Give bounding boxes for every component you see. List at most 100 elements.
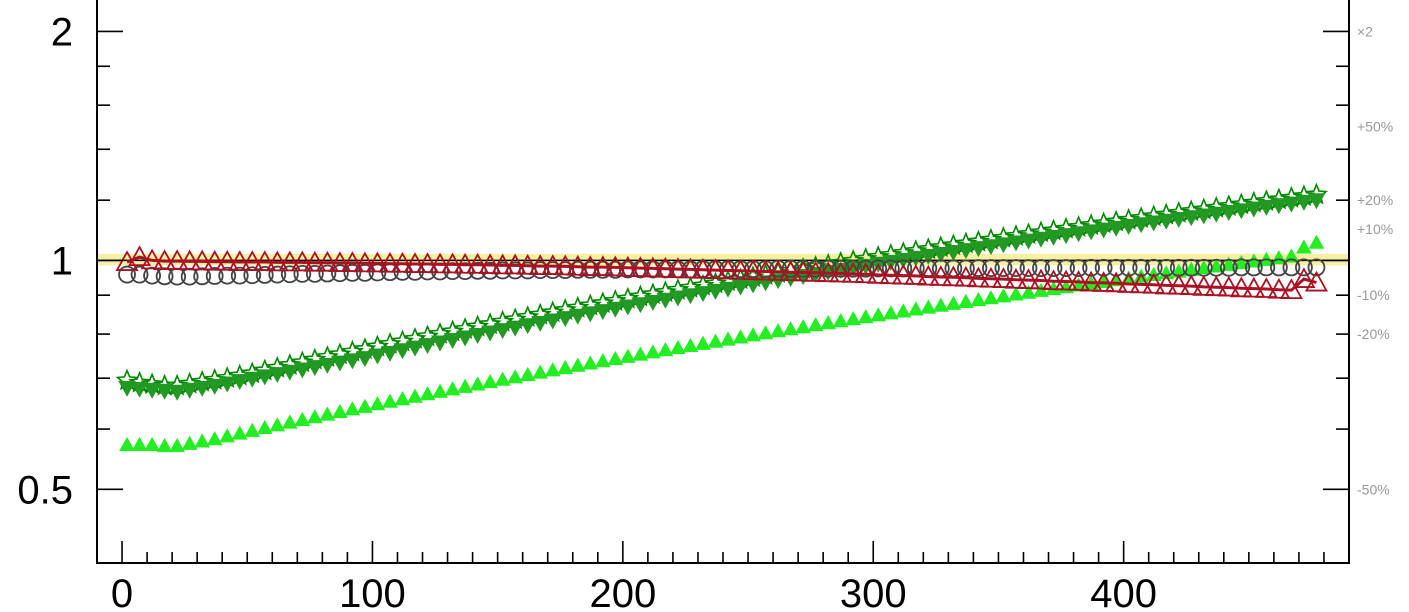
data-point-triangle-up-filled	[670, 339, 686, 355]
data-point-triangle-up-filled	[732, 329, 749, 344]
data-point-circle-open	[293, 264, 312, 283]
data-point-circle-open	[305, 264, 324, 283]
data-point-triangle-down	[180, 382, 199, 399]
data-point-triangle-down	[681, 288, 700, 305]
data-point-triangle-up-open	[1129, 272, 1153, 294]
data-point-triangle-up-open	[1154, 273, 1178, 295]
data-point-triangle-down	[305, 360, 324, 377]
data-point-triangle-down	[1057, 228, 1075, 245]
data-point-triangle-down	[1282, 196, 1301, 213]
data-point-circle-open	[819, 259, 838, 278]
data-point-circle-open	[318, 264, 337, 283]
data-point-circle-open	[193, 267, 212, 286]
data-point-triangle-up-open	[178, 249, 202, 271]
data-point-triangle-up-open	[353, 251, 377, 273]
data-point-triangle-down	[268, 367, 287, 383]
data-point-triangle-up-open	[153, 249, 177, 270]
data-point-circle-open	[1257, 258, 1276, 277]
data-point-triangle-down	[731, 279, 750, 296]
data-point-triangle-down	[406, 340, 424, 357]
data-point-triangle-up-open	[1054, 269, 1078, 291]
data-point-triangle-up-open	[941, 265, 965, 287]
data-point-triangle-up-open	[140, 248, 164, 270]
data-point-triangle-down	[1069, 226, 1088, 243]
data-point-triangle-up-filled	[983, 290, 999, 305]
data-point-circle-open	[1244, 258, 1263, 277]
data-point-circle-open	[982, 259, 1000, 277]
data-point-triangle-up-open	[265, 250, 289, 272]
data-point-triangle-up-open	[854, 262, 878, 284]
data-point-triangle-up-open	[741, 259, 765, 281]
data-point-circle-open	[1282, 258, 1301, 277]
data-point-triangle-up-open	[240, 250, 264, 271]
data-point-triangle-up-open	[979, 266, 1003, 288]
data-point-triangle-up-open	[766, 259, 790, 281]
data-point-triangle-up-open	[916, 264, 940, 286]
data-point-triangle-up-filled	[419, 386, 436, 401]
data-point-circle-open	[130, 265, 149, 284]
data-point-triangle-up-open	[340, 251, 364, 272]
data-point-triangle-down	[1219, 205, 1238, 221]
data-point-triangle-up-filled	[632, 346, 649, 361]
right-axis-label: +20%	[1357, 192, 1393, 208]
data-point-triangle-up-open	[1229, 276, 1253, 298]
data-point-circle-open	[1269, 258, 1288, 277]
data-point-triangle-up-open	[816, 261, 840, 283]
data-point-triangle-up-open	[453, 252, 477, 274]
data-point-triangle-up-filled	[206, 431, 223, 446]
data-point-triangle-up-filled	[169, 438, 185, 453]
data-point-triangle-down	[481, 325, 499, 342]
data-point-triangle-down	[118, 380, 136, 397]
data-point-triangle-up-filled	[407, 388, 423, 403]
data-point-triangle-up-open	[691, 257, 715, 279]
data-point-triangle-up-open	[541, 254, 565, 275]
data-point-triangle-up-open	[1092, 271, 1116, 292]
data-point-triangle-down	[1207, 206, 1226, 223]
data-point-circle-open	[856, 259, 875, 278]
data-point-triangle-up-filled	[532, 364, 549, 379]
right-axis-label: -10%	[1357, 287, 1390, 303]
data-point-triangle-down	[1119, 219, 1138, 235]
data-point-circle-open	[1232, 258, 1251, 277]
data-point-triangle-up-open	[791, 260, 815, 282]
data-point-triangle-down	[143, 382, 161, 399]
data-point-circle-open	[1019, 259, 1038, 277]
data-point-triangle-down	[168, 384, 186, 401]
data-point-triangle-down	[1082, 224, 1100, 241]
data-point-circle-open	[255, 266, 274, 284]
data-point-triangle-down	[431, 335, 449, 352]
data-point-triangle-down	[1182, 210, 1201, 227]
data-point-triangle-up-open	[879, 263, 903, 285]
data-point-triangle-up-filled	[845, 311, 862, 326]
data-point-triangle-up-filled	[444, 381, 461, 396]
series-triangle-up-filled	[119, 234, 1325, 453]
data-point-triangle-up-filled	[469, 376, 486, 391]
data-point-circle-open	[1007, 259, 1025, 277]
data-point-triangle-up-open	[466, 252, 490, 274]
data-point-triangle-down	[606, 301, 625, 318]
data-point-triangle-up-filled	[332, 403, 348, 419]
data-point-triangle-down	[318, 357, 337, 374]
data-point-triangle-up-open	[591, 255, 615, 276]
data-point-circle-open	[205, 267, 224, 285]
data-point-circle-open	[218, 266, 237, 285]
data-point-circle-open	[1069, 259, 1088, 277]
data-point-triangle-up-filled	[494, 371, 511, 386]
data-point-triangle-up-filled	[832, 313, 849, 328]
data-point-circle-open	[456, 262, 474, 281]
data-point-triangle-down	[356, 351, 374, 368]
data-point-triangle-up-open	[528, 254, 552, 275]
series-triangle-down	[118, 193, 1326, 401]
data-point-triangle-up-filled	[319, 406, 336, 421]
data-point-triangle-up-filled	[1220, 256, 1237, 271]
uncertainty-band	[97, 253, 1349, 266]
data-point-triangle-up-filled	[194, 433, 211, 448]
x-tick-label: 200	[589, 572, 656, 612]
data-point-circle-open	[994, 259, 1013, 277]
data-point-circle-open	[606, 260, 625, 279]
data-point-circle-open	[869, 259, 888, 278]
data-point-triangle-down	[493, 323, 512, 340]
data-point-triangle-up-filled	[357, 398, 373, 413]
data-point-triangle-up-filled	[932, 297, 949, 312]
data-point-triangle-up-open	[1167, 273, 1191, 295]
